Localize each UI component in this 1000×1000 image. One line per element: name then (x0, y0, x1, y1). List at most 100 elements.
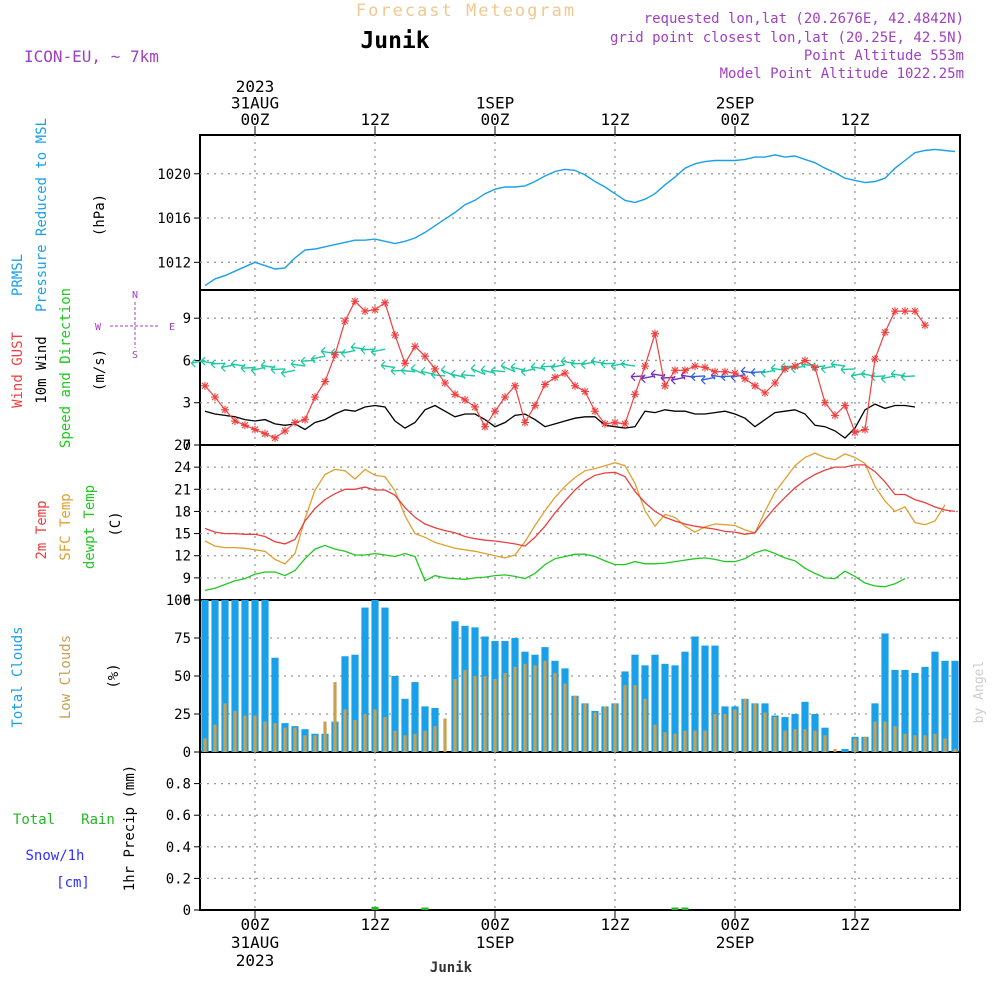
wind-barb-head (520, 367, 526, 373)
gust-marker (231, 417, 239, 426)
wind-barb-head (860, 373, 866, 379)
wind-barb-head (280, 372, 286, 378)
gust-marker (631, 390, 639, 399)
wind-barb-head (700, 375, 706, 381)
wind-barb-head (750, 372, 756, 377)
gust-marker (551, 373, 559, 382)
wind-barbs (190, 342, 916, 385)
gust-marker (901, 307, 909, 316)
snow-unit-label: [cm] (56, 875, 90, 891)
wind-barb-head (860, 369, 866, 375)
low-cloud-bar (243, 715, 247, 752)
wind-barb-head (320, 350, 326, 356)
wind-barb-head (280, 368, 286, 374)
gust-marker (441, 379, 449, 387)
gust-marker (491, 407, 499, 416)
total-cloud-bar (351, 654, 359, 752)
wind-barb-head (630, 376, 636, 382)
low-cloud-bar (953, 748, 957, 752)
low-cloud-bar (473, 676, 477, 752)
info-line-3: Point Altitude 553m (804, 48, 964, 64)
gust-marker (731, 369, 739, 378)
wind-barb-head (210, 359, 216, 365)
wind-barb (621, 363, 636, 367)
gust-marker (921, 321, 929, 330)
wind-barb-head (650, 373, 656, 379)
gust-marker (761, 388, 769, 397)
wind-barb-head (430, 374, 436, 380)
pressure-line (204, 148, 956, 287)
wind-barb-head (200, 356, 206, 362)
gust-marker (301, 415, 309, 424)
rain-bars (371, 906, 689, 910)
low-cloud-bar (613, 703, 617, 752)
wind-barb (791, 365, 806, 370)
wind-barb-head (500, 365, 506, 371)
wind-barb-head (790, 368, 796, 374)
total-cloud-bar (381, 607, 389, 752)
clouds-unit: (%) (106, 663, 122, 688)
gust-marker (611, 418, 619, 427)
gust-marker (771, 379, 779, 387)
low-cloud-bar (233, 710, 237, 752)
bottom-time-label: 12Z (361, 915, 390, 934)
low-cloud-bar (573, 695, 577, 752)
low-cloud-bar (443, 718, 447, 752)
wind-barb (821, 365, 836, 370)
wind-barb (491, 369, 506, 373)
wind-barb-head (760, 368, 766, 374)
gust-marker (561, 369, 569, 378)
wind-barb (341, 349, 356, 355)
gust-marker (721, 367, 729, 376)
wind-barb-head (410, 364, 416, 369)
low-cloud-bar (933, 733, 937, 752)
wind-barb-head (830, 363, 836, 369)
bottom-time-label: 2SEP (716, 933, 755, 952)
low-cloud-bar (723, 714, 727, 752)
total-cloud-bar (661, 663, 669, 752)
low-cloud-bar (283, 727, 287, 752)
gust-marker (781, 364, 789, 373)
compass-rose: N W E S (95, 290, 175, 361)
wind-barb-head (510, 366, 516, 372)
bottom-time-label: 00Z (481, 915, 510, 934)
total-cloud-bar (391, 676, 399, 752)
gust-marker (201, 381, 209, 390)
wind-barb (671, 376, 686, 381)
low-cloud-bar (923, 735, 927, 752)
wind-barb-head (600, 363, 606, 369)
wind-barb (630, 375, 646, 378)
low-cloud-bar (893, 726, 897, 752)
gust-marker (501, 393, 509, 402)
gust-marker (841, 401, 849, 410)
gust-marker (621, 419, 629, 428)
wind-barb (500, 364, 516, 373)
wind-barb-head (770, 367, 776, 373)
precip-ytick-label: 0.4 (166, 840, 191, 856)
wind-barb (600, 362, 616, 365)
gust-marker (461, 395, 469, 404)
pressure-ytick-label: 1012 (157, 255, 191, 271)
wind-barb-head (330, 348, 336, 354)
wind-barb-head (310, 358, 316, 364)
low-cloud-bar (653, 724, 657, 752)
wind-barb-head (190, 362, 196, 368)
top-time-label: 12Z (361, 110, 390, 129)
wind-barb-head (400, 370, 406, 375)
total-cloud-bar (671, 665, 679, 752)
low-cloud-bar (513, 666, 517, 752)
rain-bar (371, 906, 379, 910)
total-cloud-bar (701, 645, 709, 752)
gust-marker (331, 350, 339, 359)
total-cloud-bar (841, 748, 849, 752)
info-line-2: grid point closest lon,lat (20.25E, 42.5… (610, 30, 964, 46)
wind-barb (551, 363, 566, 369)
wind-ytick-label: 6 (183, 353, 191, 369)
wind-barb-head (290, 359, 296, 365)
temp2m-line (204, 464, 956, 547)
wind-barb-head (390, 370, 396, 376)
wind-barb-head (730, 376, 736, 382)
low-cloud-bar (583, 703, 587, 752)
wind-barb-head (610, 365, 616, 371)
